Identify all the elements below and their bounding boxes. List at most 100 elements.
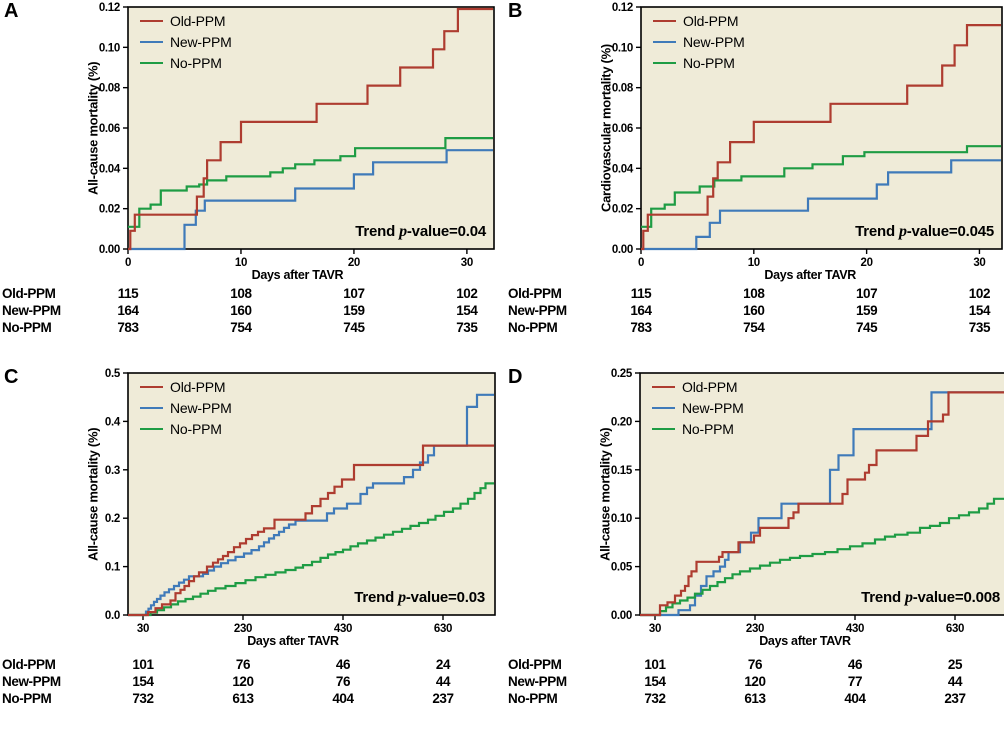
legend: Old-PPM New-PPM No-PPM [653,12,745,71]
legend-item: Old-PPM [140,378,232,395]
km-curve-no-ppm [641,145,1001,228]
y-tick-label: 0.05 [611,562,633,574]
trend-text: Trend [354,589,399,606]
risk-row-label: Old-PPM [508,286,562,301]
panel-d: D All-cause mortality (%) 0.00 0.05 0.10 0.… [504,366,1004,732]
legend-line-swatch [140,427,163,430]
risk-count: 25 [947,657,963,672]
y-tick-label: 0.00 [612,244,633,256]
risk-count: 154 [132,674,154,689]
risk-count: 102 [456,286,478,301]
x-axis-label: Days after TAVR [759,634,851,648]
x-axis-label: Days after TAVR [247,634,339,648]
risk-row-label: New-PPM [508,674,567,689]
y-tick-label: 0.02 [99,204,120,216]
legend-label: New-PPM [683,33,745,50]
km-plot-a: 0.00 0.02 0.04 0.06 0.08 0.10 0.12 0 10 20 30 [99,2,495,269]
risk-row-label: No-PPM [2,691,52,706]
risk-count: 745 [855,320,878,335]
x-tick-label: 430 [846,623,864,635]
km-curve-new-ppm [128,149,493,251]
x-tick-label: 10 [235,257,247,269]
panel-c: C All-cause mortality (%) 0.0 0.1 0.2 0.3 0.… [0,366,504,732]
risk-count: 102 [968,286,991,301]
x-tick-label: 30 [649,623,661,635]
km-curve-new-ppm [128,393,494,617]
legend-label: No-PPM [170,420,222,437]
y-tick-label: 0.4 [105,416,121,428]
legend: Old-PPM New-PPM No-PPM [140,378,232,437]
x-axis-label: Days after TAVR [251,268,344,282]
risk-count: 159 [855,303,878,318]
legend: Old-PPM New-PPM No-PPM [652,378,744,437]
risk-count: 107 [855,286,878,301]
legend-line-swatch [652,385,675,388]
legend-label: No-PPM [683,54,735,71]
legend-item: New-PPM [140,33,232,50]
risk-count: 154 [968,303,991,318]
risk-count: 44 [435,674,451,689]
risk-count: 107 [343,286,365,301]
legend-label: New-PPM [170,33,232,50]
trend-p-italic: p [904,589,913,606]
km-plot-b: 0.00 0.02 0.04 0.06 0.08 0.10 0.12 0 10 20 30 [612,2,1003,269]
legend-label: Old-PPM [170,378,226,395]
risk-count: 76 [747,657,763,672]
y-tick-label: 0.00 [99,244,120,256]
panel-letter-d: D [508,366,522,388]
risk-count: 120 [232,674,254,689]
trend-pvalue: Trend p-value=0.008 [861,589,1000,607]
legend-item: No-PPM [140,420,232,437]
risk-count: 732 [644,691,666,706]
legend-label: New-PPM [170,399,232,416]
risk-row-label: Old-PPM [508,657,562,672]
risk-count: 154 [456,303,478,318]
trend-value: -value=0.03 [405,589,485,606]
y-tick-label: 0.10 [611,513,632,525]
legend-label: No-PPM [682,420,734,437]
legend-line-swatch [140,406,163,409]
legend-item: New-PPM [653,33,745,50]
risk-count: 613 [232,691,254,706]
trend-text: Trend [355,223,400,240]
plot-area [127,372,496,616]
y-tick-label: 0.10 [612,42,633,54]
x-tick-label: 30 [461,257,473,269]
y-tick-label: 0.12 [612,2,633,14]
legend-label: No-PPM [170,54,222,71]
risk-row-label: New-PPM [2,674,61,689]
risk-count: 745 [343,320,365,335]
km-plot-d: 0.00 0.05 0.10 0.15 0.20 0.25 30 230 430 630 [611,368,1004,635]
risk-count: 108 [230,286,252,301]
plot-area [640,6,1003,250]
risk-row-label: New-PPM [2,303,61,318]
trend-pvalue: Trend p-value=0.045 [855,223,994,241]
panel-letter-a: A [4,0,18,22]
risk-count: 46 [335,657,351,672]
legend-item: Old-PPM [653,12,745,29]
km-curve-old-ppm [128,444,494,617]
risk-count: 735 [456,320,478,335]
y-tick-label: 0.04 [99,163,121,175]
km-curve-old-ppm [640,391,1004,617]
risk-count: 735 [968,320,991,335]
y-tick-label: 0.3 [105,465,120,477]
y-tick-label: 0.00 [611,610,632,622]
risk-row-label: No-PPM [508,320,558,335]
risk-count: 783 [630,320,652,335]
legend: Old-PPM New-PPM No-PPM [140,12,232,71]
risk-count: 404 [844,691,866,706]
x-axis-label: Days after TAVR [764,268,857,282]
risk-count: 160 [743,303,765,318]
risk-row-label: Old-PPM [2,286,56,301]
legend-line-swatch [652,406,675,409]
km-curve-no-ppm [640,497,1004,617]
x-tick-label: 430 [334,623,352,635]
risk-row-label: New-PPM [508,303,567,318]
legend-item: Old-PPM [652,378,744,395]
risk-count: 160 [230,303,252,318]
legend-line-swatch [140,19,163,22]
plot-area [127,6,495,250]
x-tick-label: 230 [234,623,252,635]
trend-pvalue: Trend p-value=0.03 [354,589,485,607]
